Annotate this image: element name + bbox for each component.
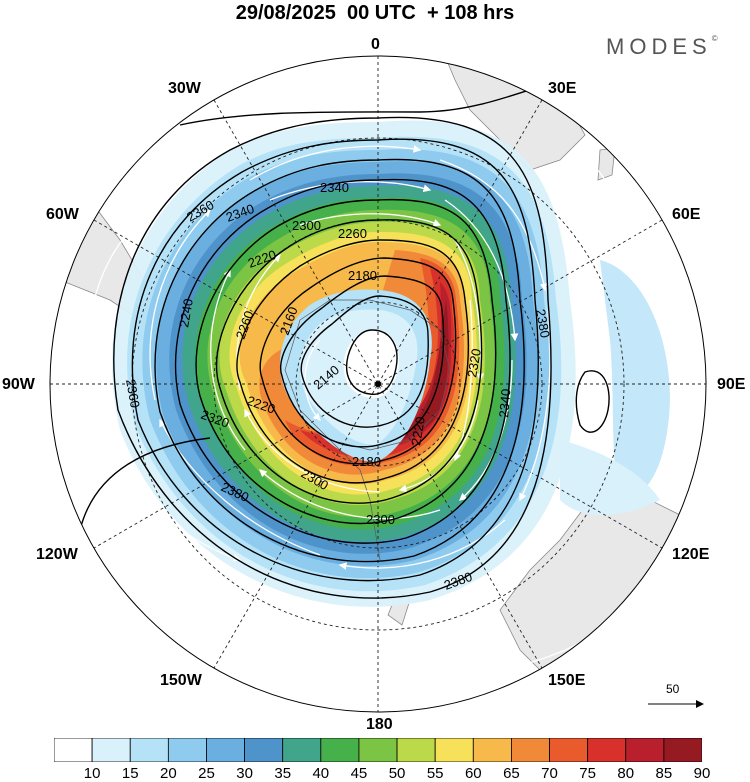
colorbar-tick-label: 75 <box>579 765 596 782</box>
colorbar-swatch <box>167 738 207 762</box>
contour-label: 2180 <box>348 268 377 283</box>
map-border <box>49 55 707 713</box>
colorbar <box>54 738 702 762</box>
colorbar-swatch <box>282 738 322 762</box>
colorbar-tick-label: 70 <box>541 765 558 782</box>
colorbar-swatch <box>472 738 512 762</box>
lon-label-60w: 60W <box>46 206 79 223</box>
lon-label-180: 180 <box>366 716 393 733</box>
contour-label: 2380 <box>533 308 553 339</box>
colorbar-swatch <box>320 738 360 762</box>
contour-label: 2180 <box>352 454 381 469</box>
colorbar-swatch <box>244 738 284 762</box>
contour-label: 2340 <box>320 180 349 195</box>
contour-label: 2340 <box>496 388 513 418</box>
colorbar-tick-label: 90 <box>693 765 711 782</box>
colorbar-tick-label: 55 <box>426 765 444 782</box>
lon-label-30w: 30W <box>168 80 201 97</box>
colorbar-tick-label: 50 <box>388 765 406 782</box>
lon-label-30e: 30E <box>548 80 577 97</box>
colorbar-tick-label: 20 <box>160 765 177 782</box>
colorbar-swatch <box>396 738 436 762</box>
chart-title: 29/08/2025 00 UTC + 108 hrs <box>235 2 515 24</box>
graticule <box>50 56 706 712</box>
colorbar-tick-label: 40 <box>312 765 330 782</box>
brand-logo: MODES© <box>606 34 718 60</box>
contour-label: 2360 <box>123 378 143 409</box>
colorbar-tick-label: 80 <box>617 765 635 782</box>
copyright-mark: © <box>711 34 718 43</box>
contour-label: 2220 <box>408 415 428 446</box>
lon-label-90w: 90W <box>2 376 35 393</box>
colorbar-tick-label: 35 <box>274 765 292 782</box>
contour-label: 2300 <box>366 512 395 527</box>
lon-label-120w: 120W <box>36 546 78 563</box>
colorbar-swatch <box>663 738 702 762</box>
colorbar-tick-label: 85 <box>655 765 673 782</box>
contour-label: 2260 <box>338 226 367 241</box>
lon-label-0: 0 <box>371 36 380 53</box>
map-disk: 2340 2360 2340 2300 2260 2220 2180 2160 … <box>50 56 706 712</box>
wind-scale-label: 50 <box>666 682 680 696</box>
colorbar-swatch <box>129 738 169 762</box>
lon-label-150e: 150E <box>548 672 586 689</box>
lon-label-150w: 150W <box>160 672 202 689</box>
contour-label: 2320 <box>464 347 484 378</box>
colorbar-tick-label: 25 <box>198 765 215 782</box>
contour-label: 2300 <box>292 218 321 233</box>
geopotential-contours <box>79 79 610 599</box>
colorbar-swatch <box>91 738 131 762</box>
colorbar-swatch <box>549 738 589 762</box>
lon-label-90e: 90E <box>717 376 746 393</box>
colorbar-tick-label: 15 <box>121 765 139 782</box>
colorbar-tick-label: 10 <box>83 765 101 782</box>
colorbar-tick-label: 60 <box>464 765 482 782</box>
polar-map: 2340 2360 2340 2300 2260 2220 2180 2160 … <box>49 55 707 713</box>
brand-name: MODES <box>606 34 712 59</box>
colorbar-swatch <box>206 738 245 762</box>
pole-marker <box>375 381 381 387</box>
colorbar-swatch <box>434 738 474 762</box>
lon-label-120e: 120E <box>672 546 710 563</box>
colorbar-tick-label: 65 <box>503 765 520 782</box>
colorbar-swatch <box>511 738 550 762</box>
colorbar-swatch <box>54 738 93 762</box>
colorbar-swatch <box>587 738 627 762</box>
colorbar-tick-label: 30 <box>236 765 253 782</box>
colorbar-swatch <box>358 738 398 762</box>
colorbar-swatch <box>625 738 665 762</box>
colorbar-tick-label: 45 <box>350 765 368 782</box>
lon-label-60e: 60E <box>672 206 701 223</box>
contour-label: 2240 <box>176 297 196 328</box>
